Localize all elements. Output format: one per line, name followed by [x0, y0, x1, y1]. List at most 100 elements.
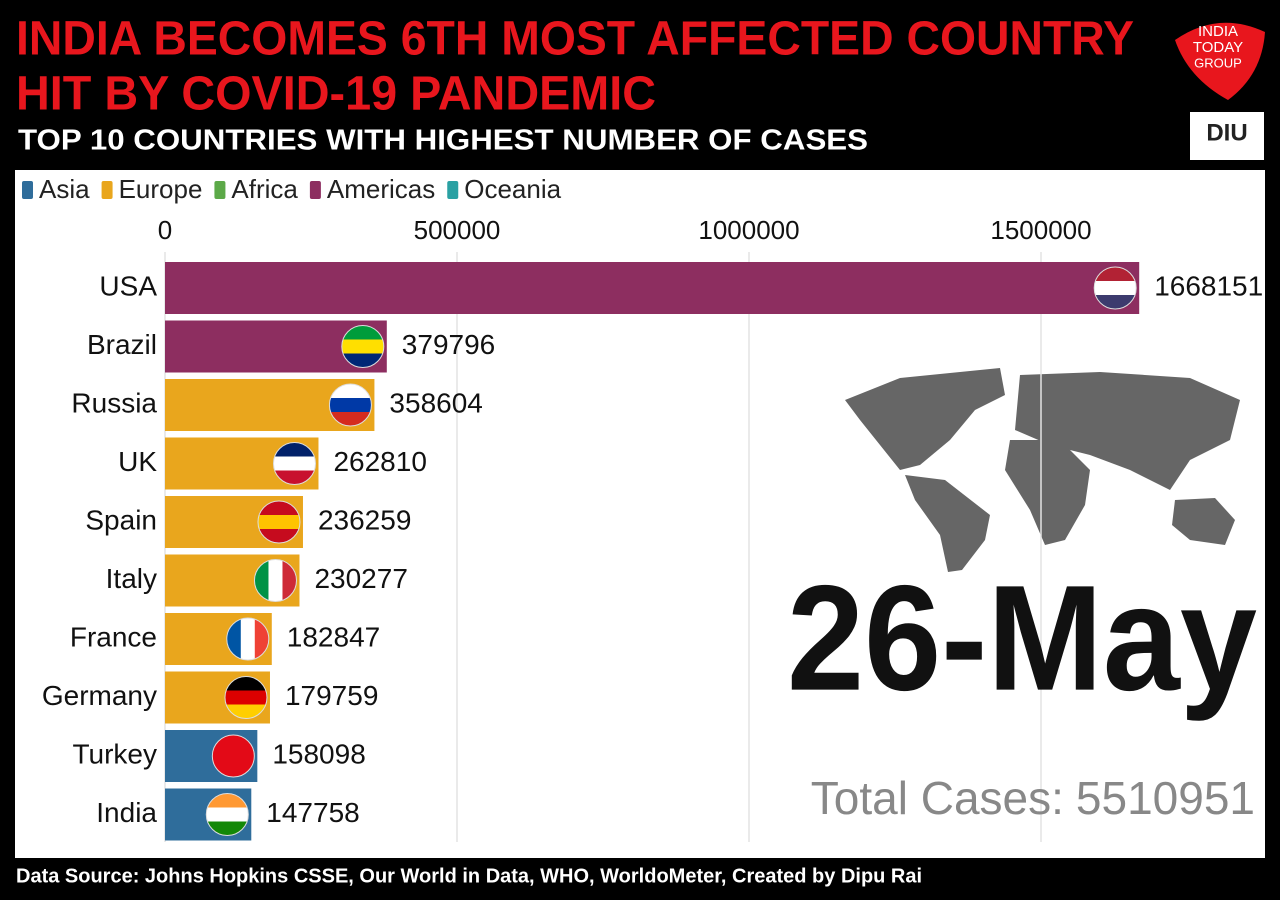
flag-stripe	[224, 704, 267, 719]
flag	[212, 735, 255, 777]
flag-stripe	[329, 398, 372, 413]
flag-border	[211, 734, 255, 778]
flag-stripe	[282, 559, 297, 602]
map-africa	[1005, 440, 1090, 545]
badge-text: DIU	[1206, 119, 1247, 146]
flag	[206, 793, 249, 836]
flag-stripe	[212, 763, 255, 777]
flag-stripe	[329, 384, 372, 399]
flag-border	[328, 383, 372, 427]
category-label: USA	[99, 270, 157, 301]
flag-stripe	[212, 749, 255, 764]
category-label: Turkey	[72, 738, 157, 769]
legend-label: Oceania	[464, 174, 561, 204]
flag-stripe	[224, 676, 267, 691]
flag-border	[341, 325, 385, 368]
flag-border	[1093, 266, 1137, 310]
flag	[273, 442, 316, 485]
x-tick-label: 0	[158, 215, 172, 245]
subtitle: TOP 10 COUNTRIES WITH HIGHEST NUMBER OF …	[18, 125, 868, 157]
x-tick-label: 1000000	[698, 215, 799, 245]
flag-stripe	[226, 618, 242, 660]
legend-swatch	[214, 181, 226, 199]
value-label: 182847	[287, 621, 380, 652]
logo-text: TODAY	[1193, 39, 1243, 56]
bar	[165, 262, 1140, 314]
flag-stripe	[254, 559, 269, 602]
flag-stripe	[273, 470, 316, 485]
category-label: Spain	[85, 504, 157, 535]
flag-border	[272, 442, 316, 485]
flag-stripe	[212, 735, 255, 750]
flag-stripe	[341, 353, 384, 368]
category-label: UK	[118, 446, 157, 477]
category-label: India	[96, 797, 157, 828]
flag-stripe	[257, 529, 300, 543]
legend-label: Asia	[39, 174, 90, 204]
date-label: 26-May	[787, 554, 1257, 722]
category-label: Brazil	[87, 329, 157, 360]
flag-stripe	[329, 412, 372, 426]
legend-swatch	[447, 181, 459, 199]
value-label: 1668151	[1154, 270, 1263, 301]
badge-box	[1190, 112, 1264, 160]
flag-stripe	[224, 690, 267, 705]
flag-stripe	[273, 442, 316, 457]
flag-stripe	[1094, 281, 1137, 296]
flag	[254, 559, 297, 602]
world-map	[845, 368, 1240, 572]
map-eurasia	[1015, 372, 1240, 490]
flag-stripe	[257, 501, 300, 516]
category-label: Italy	[106, 563, 157, 594]
legend-swatch	[309, 181, 321, 199]
flag-stripe	[257, 515, 300, 530]
legend-label: Europe	[119, 174, 203, 204]
legend-swatch	[22, 181, 33, 199]
source: Data Source: Johns Hopkins CSSE, Our Wor…	[16, 865, 922, 887]
flag-stripe	[273, 456, 316, 471]
flag-stripe	[206, 807, 249, 822]
category-label: Russia	[71, 387, 157, 418]
flag	[329, 384, 372, 426]
flag	[257, 501, 300, 543]
value-label: 358604	[389, 387, 482, 418]
total-cases: Total Cases: 5510951	[811, 772, 1255, 824]
flag-stripe	[206, 821, 249, 836]
flag-stripe	[268, 559, 283, 602]
total-value: 5510951	[1076, 772, 1255, 824]
flag-border	[226, 617, 270, 661]
flag-stripe	[341, 339, 384, 354]
flag-stripe	[254, 618, 269, 660]
flag	[341, 325, 384, 368]
flag-stripe	[1094, 267, 1137, 282]
flag-border	[224, 676, 268, 719]
title-line: HIT BY COVID-19 PANDEMIC	[16, 68, 656, 121]
category-label: France	[70, 621, 157, 652]
value-label: 158098	[272, 738, 365, 769]
flag-stripe	[341, 325, 384, 340]
logo-text: GROUP	[1194, 55, 1242, 70]
map-australia	[1172, 498, 1235, 545]
title-line: INDIA BECOMES 6TH MOST AFFECTED COUNTRY	[16, 13, 1134, 66]
value-label: 179759	[285, 680, 378, 711]
map-north-america	[845, 368, 1005, 470]
flag	[1094, 267, 1137, 309]
legend-label: Africa	[231, 174, 298, 204]
category-label: Germany	[42, 680, 157, 711]
legend-swatch	[101, 181, 113, 199]
logo: INDIA TODAY GROUP DIU	[1175, 22, 1265, 160]
flag-border	[253, 559, 297, 602]
flag-stripe	[240, 618, 256, 660]
flag	[226, 618, 269, 660]
logo-shield	[1175, 22, 1265, 101]
flag-stripe	[1094, 295, 1137, 309]
legend-label: Americas	[327, 174, 435, 204]
flag-stripe	[206, 793, 249, 808]
flag-border	[257, 500, 301, 544]
x-tick-label: 1500000	[990, 215, 1091, 245]
flag-border	[205, 793, 249, 836]
logo-text: INDIA	[1198, 23, 1238, 40]
value-label: 262810	[333, 446, 426, 477]
value-label: 236259	[318, 504, 411, 535]
